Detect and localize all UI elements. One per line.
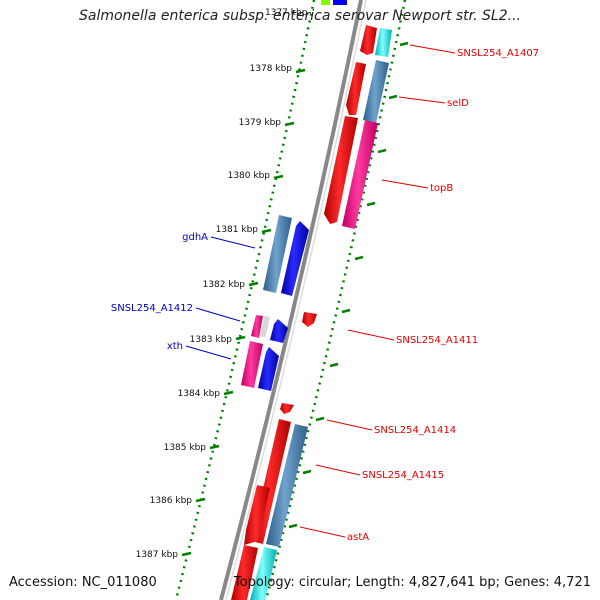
cds-SNSL254_A1412[interactable]	[270, 319, 288, 343]
gene-label-SNSL254_A1414[interactable]: SNSL254_A1414	[374, 425, 456, 436]
genome-title: Salmonella enterica subsp. enterica sero…	[79, 8, 521, 24]
kbp-label-1379: 1379 kbp	[239, 118, 282, 128]
cds-gdhA-steel[interactable]	[263, 215, 292, 293]
cds-steel-selD[interactable]	[363, 60, 389, 123]
right-leaders	[299, 44, 456, 538]
kbp-label-1386: 1386 kbp	[150, 496, 193, 506]
genome-backbone	[219, 0, 363, 600]
gene-label-SNSL254_A1411[interactable]: SNSL254_A1411	[396, 335, 478, 346]
gene-label-xth[interactable]: xth	[167, 341, 183, 352]
cds-selD[interactable]	[346, 62, 366, 115]
kbp-label-1380: 1380 kbp	[228, 171, 271, 181]
cds-cyan-bottom[interactable]	[250, 547, 277, 600]
cds-SNSL254_A1414[interactable]	[280, 403, 294, 414]
scale-labels: 1377 kbp 1378 kbp 1379 kbp 1380 kbp 1381…	[136, 8, 308, 560]
outer-dotted-ring	[264, 0, 407, 600]
cds-xth[interactable]	[258, 347, 279, 391]
genome-backbone-shadow	[225, 0, 367, 600]
kbp-label-1385: 1385 kbp	[164, 443, 207, 453]
gene-label-gdhA[interactable]: gdhA	[182, 232, 208, 243]
cds-magenta-1412[interactable]	[251, 315, 263, 338]
left-gene-labels: gdhA SNSL254_A1412 xth	[111, 232, 208, 352]
kbp-label-1382: 1382 kbp	[203, 280, 246, 290]
cds-gdhA[interactable]	[281, 221, 309, 296]
gene-label-astA[interactable]: astA	[347, 532, 369, 543]
kbp-label-1381: 1381 kbp	[216, 225, 259, 235]
cds-magenta-topB[interactable]	[342, 120, 378, 229]
cds-red-bottom[interactable]	[231, 545, 258, 600]
feature-top-blue[interactable]	[333, 0, 347, 5]
gene-label-topB[interactable]: topB	[430, 183, 453, 194]
cds-gray-1412[interactable]	[259, 315, 271, 338]
cds-SNSL254_A1411[interactable]	[302, 312, 317, 327]
gene-label-selD[interactable]: selD	[447, 98, 469, 109]
gene-label-SNSL254_A1415[interactable]: SNSL254_A1415	[362, 470, 444, 481]
left-features	[241, 215, 309, 391]
kbp-label-1387: 1387 kbp	[136, 550, 179, 560]
kbp-label-1383: 1383 kbp	[190, 335, 233, 345]
right-gene-labels: SNSL254_A1407 selD topB SNSL254_A1411 SN…	[347, 48, 539, 543]
kbp-label-1384: 1384 kbp	[178, 389, 221, 399]
gene-label-SNSL254_A1412[interactable]: SNSL254_A1412	[111, 303, 193, 314]
scale-ticks	[181, 68, 306, 557]
feature-top-green[interactable]	[321, 0, 330, 5]
kbp-label-1378: 1378 kbp	[250, 64, 293, 74]
accession-text: Accession: NC_011080	[9, 575, 157, 590]
outer-ring-ticks	[288, 41, 409, 529]
cds-magenta-xth[interactable]	[241, 341, 263, 388]
cds-SNSL254_A1415[interactable]	[266, 424, 308, 547]
left-leaders	[185, 236, 256, 360]
cds-SNSL254_A1407[interactable]	[360, 25, 377, 55]
inner-dotted-ring	[174, 0, 316, 600]
kbp-label-1377: 1377 kbp	[265, 8, 308, 18]
cds-cyan-top[interactable]	[375, 28, 392, 57]
cds-astA[interactable]	[244, 485, 270, 545]
right-features	[231, 25, 392, 600]
topology-text: Topology: circular; Length: 4,827,641 bp…	[233, 575, 591, 590]
cds-topB[interactable]	[324, 116, 358, 224]
gene-label-SNSL254_A1407[interactable]: SNSL254_A1407	[457, 48, 539, 59]
